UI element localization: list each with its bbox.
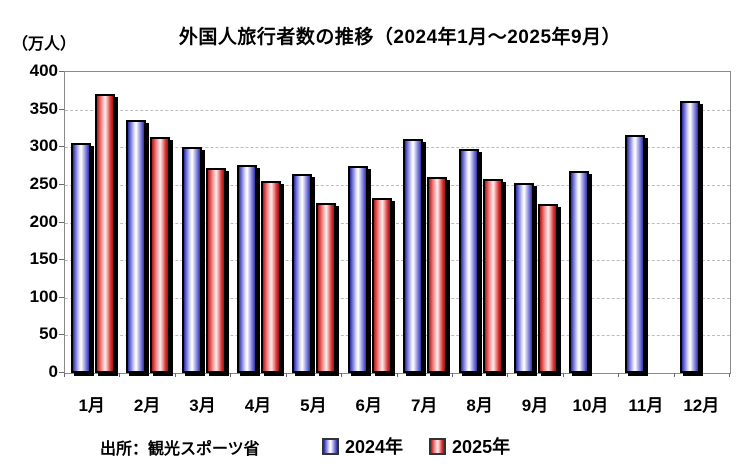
gridline-200 <box>65 222 730 224</box>
x-axis-label-4月: 4月 <box>244 396 272 415</box>
bar-2024年-12月 <box>680 101 701 373</box>
bar-2024年-4月 <box>236 165 257 373</box>
bar-2024年-7月 <box>403 139 424 373</box>
month-slot-5月 <box>287 72 342 373</box>
y-axis-tick <box>59 372 64 373</box>
y-axis-label-150: 150 <box>29 249 58 269</box>
month-slot-4月 <box>231 72 286 373</box>
bar-2024年-6月 <box>347 166 368 373</box>
x-axis-tick <box>230 373 232 377</box>
month-slot-11月 <box>619 72 674 373</box>
x-axis-tick <box>285 373 287 377</box>
bar-2024年-5月 <box>292 174 313 373</box>
x-axis-label-6月: 6月 <box>355 396 383 415</box>
bar-2025年-7月 <box>427 177 448 373</box>
x-axis-tick <box>341 373 343 377</box>
y-axis-label-250: 250 <box>29 173 58 193</box>
y-axis-tick <box>59 259 64 261</box>
month-slot-8月 <box>453 72 508 373</box>
month-slot-12月 <box>675 72 730 373</box>
bar-2025年-2月 <box>150 137 171 373</box>
y-axis-tick <box>59 146 64 148</box>
bar-2024年-8月 <box>458 149 479 373</box>
x-axis-label-7月: 7月 <box>410 396 438 415</box>
y-axis-label-50: 50 <box>39 324 58 344</box>
y-axis-label-350: 350 <box>29 98 58 118</box>
y-axis-tick <box>59 334 64 336</box>
bar-2024年-9月 <box>514 183 535 373</box>
bar-2024年-1月 <box>70 143 91 373</box>
y-axis-tick <box>59 296 64 298</box>
month-slot-6月 <box>342 72 397 373</box>
x-axis-label-1月: 1月 <box>78 396 105 415</box>
month-slot-1月 <box>65 72 120 373</box>
x-axis-label-2月: 2月 <box>133 396 161 415</box>
x-axis-tick <box>507 373 509 377</box>
legend-item-2024: 2024年 <box>322 433 403 459</box>
gridline-250 <box>65 184 730 186</box>
y-axis-label-100: 100 <box>29 286 58 306</box>
gridline-100 <box>65 297 730 299</box>
x-axis-tick <box>174 373 176 377</box>
x-axis-tick <box>451 373 453 377</box>
month-slot-10月 <box>564 72 619 373</box>
bar-2024年-2月 <box>126 120 147 373</box>
bar-2024年-3月 <box>181 147 202 373</box>
y-axis-tick <box>59 221 64 223</box>
bar-2025年-9月 <box>538 204 559 373</box>
bar-2025年-5月 <box>316 203 337 373</box>
month-slot-3月 <box>176 72 231 373</box>
x-axis-label-11月: 11月 <box>628 396 664 415</box>
x-axis-label-12月: 12月 <box>683 396 720 415</box>
y-axis-label-200: 200 <box>29 211 58 231</box>
x-axis-tick <box>562 373 564 377</box>
bar-2024年-10月 <box>569 171 590 373</box>
x-axis-tick <box>396 373 398 377</box>
legend: 2024年 2025年 <box>322 433 510 459</box>
gridline-350 <box>65 109 730 111</box>
gridline-300 <box>65 147 730 149</box>
gridline-50 <box>65 335 730 337</box>
legend-swatch-2025-icon <box>429 437 447 455</box>
month-slot-7月 <box>398 72 453 373</box>
bar-2025年-8月 <box>482 179 503 373</box>
gridline-150 <box>65 260 730 262</box>
x-axis-tick <box>673 373 675 377</box>
y-axis-unit-label: （万人） <box>12 36 77 53</box>
bar-2025年-1月 <box>94 94 115 373</box>
y-axis-tick <box>59 108 64 110</box>
x-axis-tick <box>618 373 620 377</box>
y-axis-label-300: 300 <box>29 136 58 156</box>
y-axis-label-400: 400 <box>29 61 58 80</box>
x-axis-tick <box>64 373 65 377</box>
legend-label-2024: 2024年 <box>345 437 404 457</box>
chart-footer: 出所：観光スポーツ省 2024年 2025年 <box>0 433 750 459</box>
y-axis-label-0: 0 <box>48 362 58 381</box>
bar-2025年-3月 <box>205 168 226 373</box>
y-axis-tick <box>59 71 64 72</box>
chart-title: 外国人旅行者数の推移（2024年1月～2025年9月） <box>178 27 622 48</box>
x-axis-tick <box>119 373 121 377</box>
source-note: 出所：観光スポーツ省 <box>100 441 260 458</box>
x-axis-label-10月: 10月 <box>572 396 609 415</box>
x-axis-tick <box>729 373 730 377</box>
legend-swatch-2024-icon <box>322 437 339 455</box>
x-axis-label-9月: 9月 <box>521 396 549 415</box>
bar-2024年-11月 <box>624 135 645 373</box>
legend-label-2025: 2025年 <box>452 437 511 457</box>
plot-area <box>64 71 731 374</box>
x-axis-label-8月: 8月 <box>466 396 493 415</box>
y-axis-tick <box>59 183 64 185</box>
legend-item-2025: 2025年 <box>429 433 510 459</box>
bar-2025年-4月 <box>260 181 281 373</box>
month-slot-2月 <box>120 72 175 373</box>
bar-2025年-6月 <box>371 198 392 373</box>
month-slot-9月 <box>508 72 563 373</box>
x-axis-label-5月: 5月 <box>300 396 327 415</box>
x-axis-label-3月: 3月 <box>189 396 216 415</box>
